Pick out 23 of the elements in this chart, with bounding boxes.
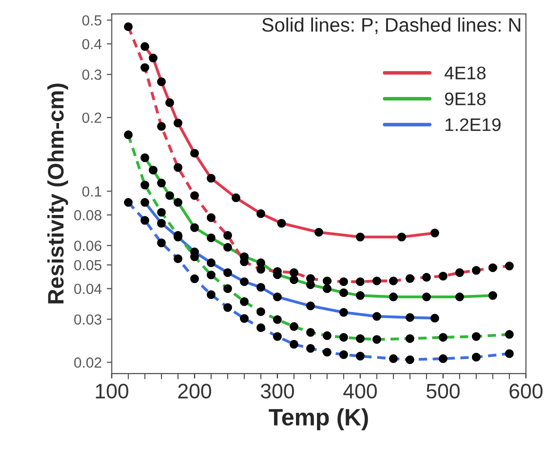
x-tick-label: 600 [510,384,542,399]
y-tick-label: 0.4 [82,38,102,50]
y-tick-label: 0.04 [74,284,102,294]
y-tick-label: 0.3 [82,70,102,80]
legend-label: 1.2E19 [446,118,501,132]
x-axis-title: Temp (K) [268,408,368,430]
y-tick-label: 0.06 [74,240,102,251]
legend-label: 9E18 [445,92,486,106]
y-tick-label: 0.2 [82,112,102,123]
y-tick-label: 0.08 [74,210,102,220]
y-tick-label: 0.03 [74,314,102,325]
x-tick-label: 500 [426,384,460,399]
x-tick-label: 100 [96,384,128,399]
y-tick-label: 0.5 [82,15,102,26]
legend-label: 4E18 [444,66,486,80]
y-tick-label: 0.05 [74,260,102,270]
x-tick-label: 400 [343,384,377,399]
y-tick-label: 0.02 [74,357,102,368]
annotation: Solid lines: P; Dashed lines: N [262,18,520,34]
x-tick-label: 300 [260,384,294,399]
y-tick-label: 0.1 [82,186,102,197]
y-axis-title: Resistivity (Ohm-cm) [47,84,68,304]
x-tick-label: 200 [178,384,212,399]
